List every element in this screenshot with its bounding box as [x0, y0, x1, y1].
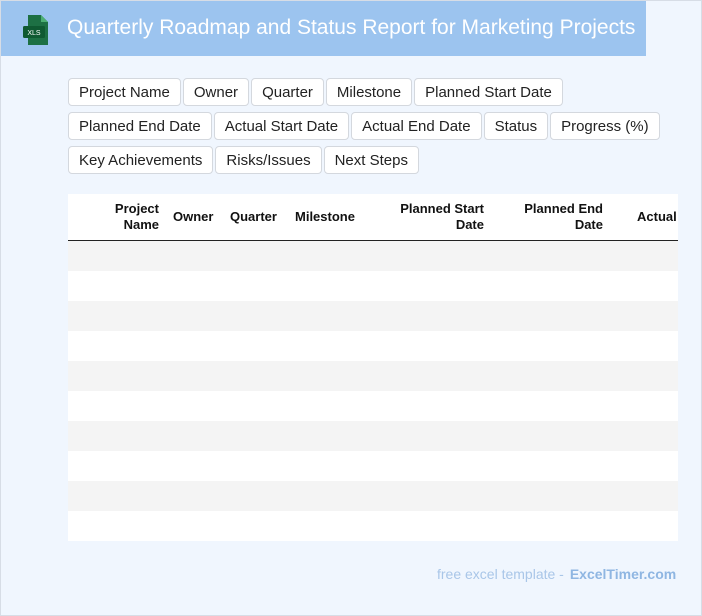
table-header: Project Name Owner Quarter Milestone Plan…: [68, 194, 678, 241]
table-row[interactable]: [68, 271, 678, 301]
table-row[interactable]: [68, 301, 678, 331]
column-header-milestone[interactable]: Milestone: [295, 194, 355, 240]
column-header-line: Project: [114, 201, 159, 216]
field-chip-quarter[interactable]: Quarter: [251, 78, 324, 106]
column-header-line: Name: [123, 217, 159, 232]
footer-text: free excel template -: [437, 566, 564, 582]
field-chip-list: Project Name Owner Quarter Milestone Pla…: [68, 78, 668, 174]
title-banner: XLS Quarterly Roadmap and Status Report …: [1, 1, 646, 56]
table-row[interactable]: [68, 421, 678, 451]
table-row[interactable]: [68, 481, 678, 511]
field-chip-key-achievements[interactable]: Key Achievements: [68, 146, 214, 174]
table-row[interactable]: [68, 451, 678, 481]
column-header-planned-end-date[interactable]: Planned End Date: [498, 194, 603, 240]
field-chip-actual-start-date[interactable]: Actual Start Date: [213, 112, 350, 140]
column-header-quarter[interactable]: Quarter: [230, 194, 277, 240]
column-header-actual[interactable]: Actual: [637, 194, 677, 240]
column-header-planned-start-date[interactable]: Planned Start Date: [368, 194, 484, 240]
column-header-line: Milestone: [295, 209, 355, 224]
column-header-line: Actual: [637, 209, 677, 224]
field-chip-milestone[interactable]: Milestone: [325, 78, 413, 106]
table-row[interactable]: [68, 331, 678, 361]
field-chip-risks-issues[interactable]: Risks/Issues: [215, 146, 322, 174]
column-header-owner[interactable]: Owner: [173, 194, 213, 240]
table-body: [68, 241, 678, 541]
report-table: Project Name Owner Quarter Milestone Plan…: [68, 194, 678, 541]
excel-file-icon: XLS: [23, 15, 48, 45]
column-header-line: Quarter: [230, 209, 277, 224]
column-header-line: Planned End: [524, 201, 603, 216]
table-row[interactable]: [68, 241, 678, 271]
field-chip-planned-end-date[interactable]: Planned End Date: [68, 112, 212, 140]
xls-label: XLS: [27, 30, 41, 37]
table-row[interactable]: [68, 511, 678, 541]
column-header-line: Owner: [173, 209, 214, 224]
table-row[interactable]: [68, 391, 678, 421]
field-chip-project-name[interactable]: Project Name: [68, 78, 181, 106]
column-header-line: Date: [574, 217, 603, 232]
table-row[interactable]: [68, 361, 678, 391]
field-chip-next-steps[interactable]: Next Steps: [323, 146, 419, 174]
field-chip-status[interactable]: Status: [483, 112, 549, 140]
field-chip-owner[interactable]: Owner: [182, 78, 250, 106]
field-chip-planned-start-date[interactable]: Planned Start Date: [414, 78, 563, 106]
footer-credit: free excel template - ExcelTimer.com: [437, 566, 676, 582]
field-chip-actual-end-date[interactable]: Actual End Date: [351, 112, 482, 140]
column-header-line: Planned Start: [400, 201, 484, 216]
page-title: Quarterly Roadmap and Status Report for …: [67, 16, 636, 39]
footer-brand-link[interactable]: ExcelTimer.com: [569, 566, 677, 582]
field-chip-progress[interactable]: Progress (%): [550, 112, 660, 140]
column-header-line: Date: [455, 217, 484, 232]
column-header-project-name[interactable]: Project Name: [68, 194, 159, 240]
